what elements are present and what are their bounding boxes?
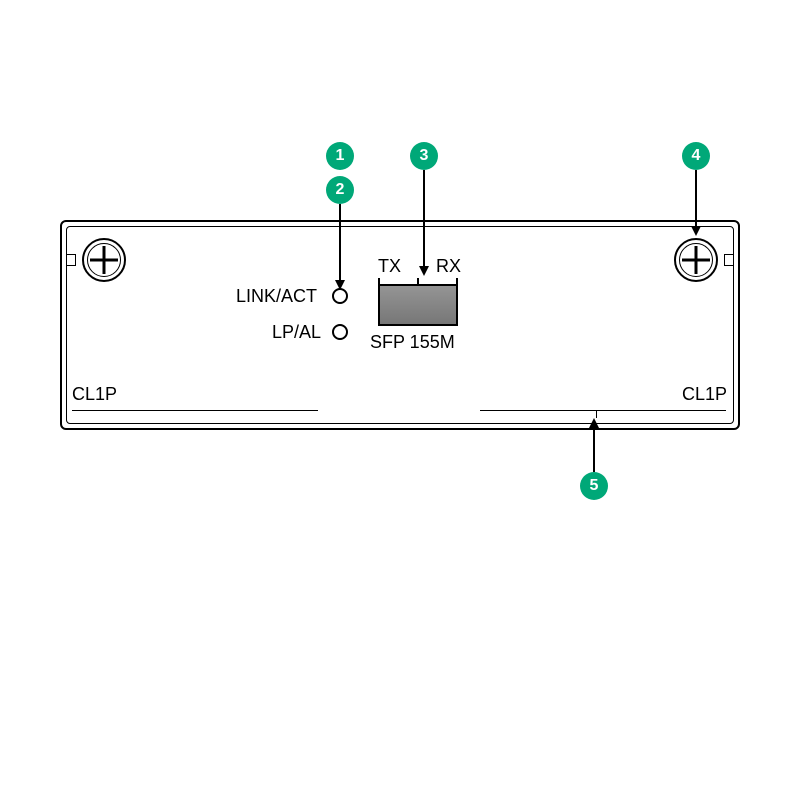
arrow-5 — [593, 428, 595, 472]
screw-left — [82, 238, 126, 282]
arrowhead-3 — [419, 266, 429, 276]
led-link-act — [332, 288, 348, 304]
sfp-port — [378, 278, 458, 326]
arrow-4 — [695, 170, 697, 228]
led-lp-al — [332, 324, 348, 340]
led-link-act-label: LINK/ACT — [236, 286, 317, 307]
sfp-bottom-label: SFP 155M — [370, 332, 455, 353]
callout-4: 4 — [682, 142, 710, 170]
arrowhead-12 — [335, 280, 345, 290]
corner-label-left: CL1P — [72, 384, 117, 405]
arrowhead-4 — [691, 226, 701, 236]
callout-2: 2 — [326, 176, 354, 204]
arrowhead-5 — [589, 418, 599, 428]
slot-tick-right — [596, 410, 597, 418]
callout-5: 5 — [580, 472, 608, 500]
slot-line-left — [72, 410, 318, 411]
tx-label: TX — [378, 256, 401, 277]
callout-3: 3 — [410, 142, 438, 170]
notch-left — [66, 254, 76, 266]
arrow-12 — [339, 204, 341, 282]
slot-line-right — [480, 410, 726, 411]
screw-right — [674, 238, 718, 282]
callout-1: 1 — [326, 142, 354, 170]
led-lp-al-label: LP/AL — [272, 322, 321, 343]
corner-label-right: CL1P — [682, 384, 727, 405]
rx-label: RX — [436, 256, 461, 277]
notch-right — [724, 254, 734, 266]
arrow-3 — [423, 170, 425, 268]
